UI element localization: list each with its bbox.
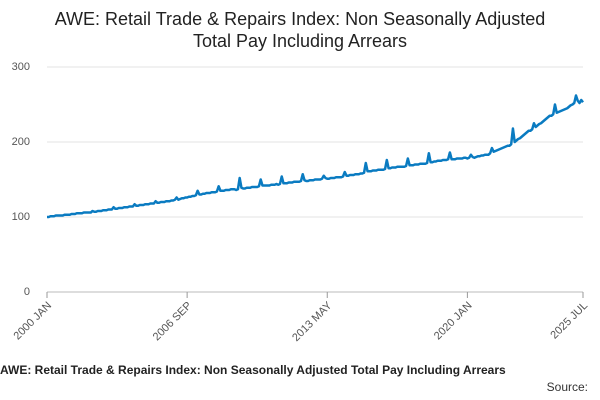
y-tick-label: 300 (12, 61, 30, 73)
x-tick-label: 2000 JAN (12, 300, 55, 343)
chart-title: AWE: Retail Trade & Repairs Index: Non S… (54, 9, 546, 51)
x-tick-label: 2006 SEP (151, 300, 195, 344)
y-tick-label: 0 (24, 286, 30, 298)
y-tick-label: 100 (12, 211, 30, 223)
x-tick-label: 2013 MAY (290, 299, 335, 344)
source-label: Source: (546, 380, 588, 394)
x-tick-label: 2020 JAN (432, 300, 475, 343)
y-tick-label: 200 (12, 136, 30, 148)
caption: AWE: Retail Trade & Repairs Index: Non S… (0, 363, 506, 377)
x-tick-label: 2025 JUL (548, 300, 590, 342)
data-line (47, 94, 584, 219)
